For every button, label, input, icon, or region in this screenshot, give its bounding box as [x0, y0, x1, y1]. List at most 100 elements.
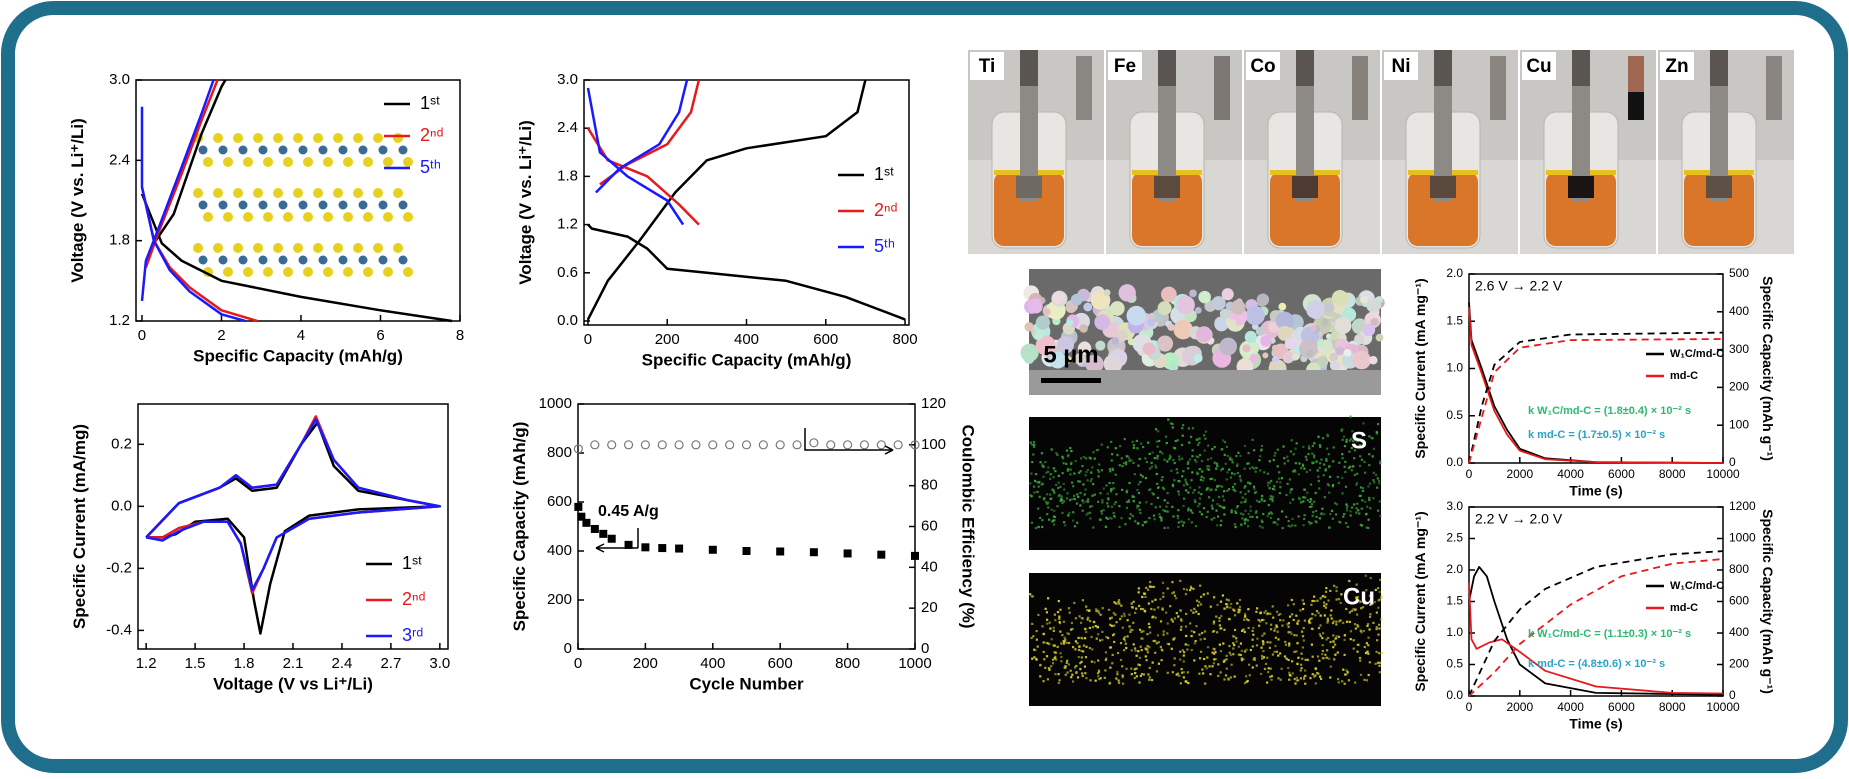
eds-dot — [1088, 626, 1091, 630]
eds-dot — [1190, 521, 1193, 524]
eds-dot — [1347, 466, 1351, 470]
eds-dot — [1311, 599, 1314, 603]
eds-dot — [1065, 661, 1068, 664]
eds-dot — [1260, 444, 1263, 448]
eds-dot — [1097, 675, 1100, 678]
eds-dot — [1146, 644, 1149, 648]
eds-dot — [1123, 636, 1126, 639]
y2-tick-label: 600 — [1729, 594, 1749, 608]
eds-dot — [1135, 675, 1138, 678]
sem-grain — [1275, 311, 1294, 330]
eds-dot — [1244, 485, 1247, 488]
eds-dot — [1173, 657, 1176, 660]
eds-dot — [1272, 521, 1275, 524]
eds-dot — [1198, 600, 1201, 604]
atom-s — [373, 188, 383, 198]
eds-dot — [1232, 488, 1235, 491]
eds-dot — [1279, 678, 1282, 681]
eds-dot — [1364, 513, 1368, 516]
eds-dot — [1357, 509, 1360, 512]
eds-dot — [1333, 658, 1336, 661]
legend-label: 1ˢᵗ — [402, 553, 422, 573]
eds-dot — [1041, 463, 1044, 466]
eds-dot — [1065, 641, 1068, 644]
eds-dot — [1059, 485, 1062, 488]
eds-dot — [1154, 651, 1157, 654]
eds-dot — [1128, 625, 1131, 628]
eds-dot — [1097, 659, 1100, 662]
eds-dot — [1192, 611, 1195, 614]
eds-dot — [1326, 619, 1330, 622]
eds-dot — [1314, 614, 1317, 617]
solution — [1546, 172, 1616, 246]
eds-dot — [1229, 456, 1232, 459]
eds-dot — [1033, 491, 1036, 494]
atom-s — [263, 267, 273, 277]
eds-dot — [1105, 516, 1108, 519]
eds-dot — [1251, 515, 1254, 519]
atom-s — [393, 133, 403, 143]
eds-dot — [1268, 646, 1271, 649]
eds-dot — [1151, 491, 1154, 495]
eds-dot — [1258, 459, 1261, 462]
eds-dot — [1243, 486, 1246, 489]
eds-dot — [1230, 663, 1233, 666]
eds-dot — [1091, 494, 1094, 497]
eds-dot — [1145, 586, 1148, 590]
eds-dot — [1161, 508, 1165, 512]
eds-dot — [1379, 578, 1382, 581]
eds-dot — [1185, 634, 1188, 638]
eds-dot — [1354, 681, 1357, 684]
eds-dot — [1292, 618, 1295, 622]
eds-dot — [1288, 673, 1291, 677]
eds-dot — [1099, 639, 1102, 642]
eds-dot — [1132, 443, 1135, 447]
point — [859, 440, 870, 450]
eds-dot — [1362, 629, 1365, 633]
eds-dot — [1369, 603, 1372, 606]
eds-dot — [1054, 470, 1057, 473]
eds-dot — [1242, 628, 1245, 631]
eds-dot — [1050, 448, 1053, 451]
eds-dot — [1087, 609, 1091, 613]
eds-dot — [1266, 484, 1270, 487]
eds-dot — [1081, 672, 1084, 675]
eds-dot — [1143, 521, 1146, 524]
atom-m — [338, 145, 348, 155]
sem-grain — [1352, 350, 1371, 370]
eds-dot — [1364, 500, 1367, 503]
atom-s — [383, 157, 393, 167]
eds-dot — [1302, 445, 1305, 448]
eds-dot — [1285, 493, 1288, 497]
eds-dot — [1365, 642, 1368, 645]
eds-dot — [1228, 651, 1231, 654]
eds-dot — [1061, 472, 1064, 475]
y2-tick-label: 1000 — [1729, 531, 1756, 545]
eds-dot — [1058, 679, 1061, 682]
eds-dot — [1117, 679, 1120, 682]
eds-dot — [1380, 618, 1383, 621]
eds-dot — [1251, 466, 1254, 469]
eds-dot — [1318, 517, 1321, 520]
eds-dot — [1363, 678, 1366, 681]
sem-grain — [1176, 295, 1195, 315]
eds-dot — [1341, 492, 1344, 495]
eds-dot — [1195, 610, 1198, 613]
eds-dot — [1097, 669, 1100, 672]
eds-dot — [1168, 457, 1171, 460]
eds-dot — [1186, 462, 1189, 465]
sem-grain — [1227, 319, 1237, 328]
eds-dot — [1356, 613, 1359, 616]
eds-dot — [1289, 450, 1292, 453]
eds-dot — [1304, 682, 1307, 685]
eds-dot — [1307, 445, 1311, 448]
eds-dot — [1079, 661, 1082, 665]
eds-dot — [1118, 464, 1121, 467]
eds-dot — [1055, 483, 1058, 486]
y-tick-label: 2.5 — [1446, 531, 1463, 545]
eds-dot — [1198, 441, 1201, 444]
eds-dot — [1182, 654, 1185, 657]
eds-dot — [1260, 654, 1264, 658]
atom-m — [258, 145, 268, 155]
eds-dot — [1140, 442, 1143, 445]
